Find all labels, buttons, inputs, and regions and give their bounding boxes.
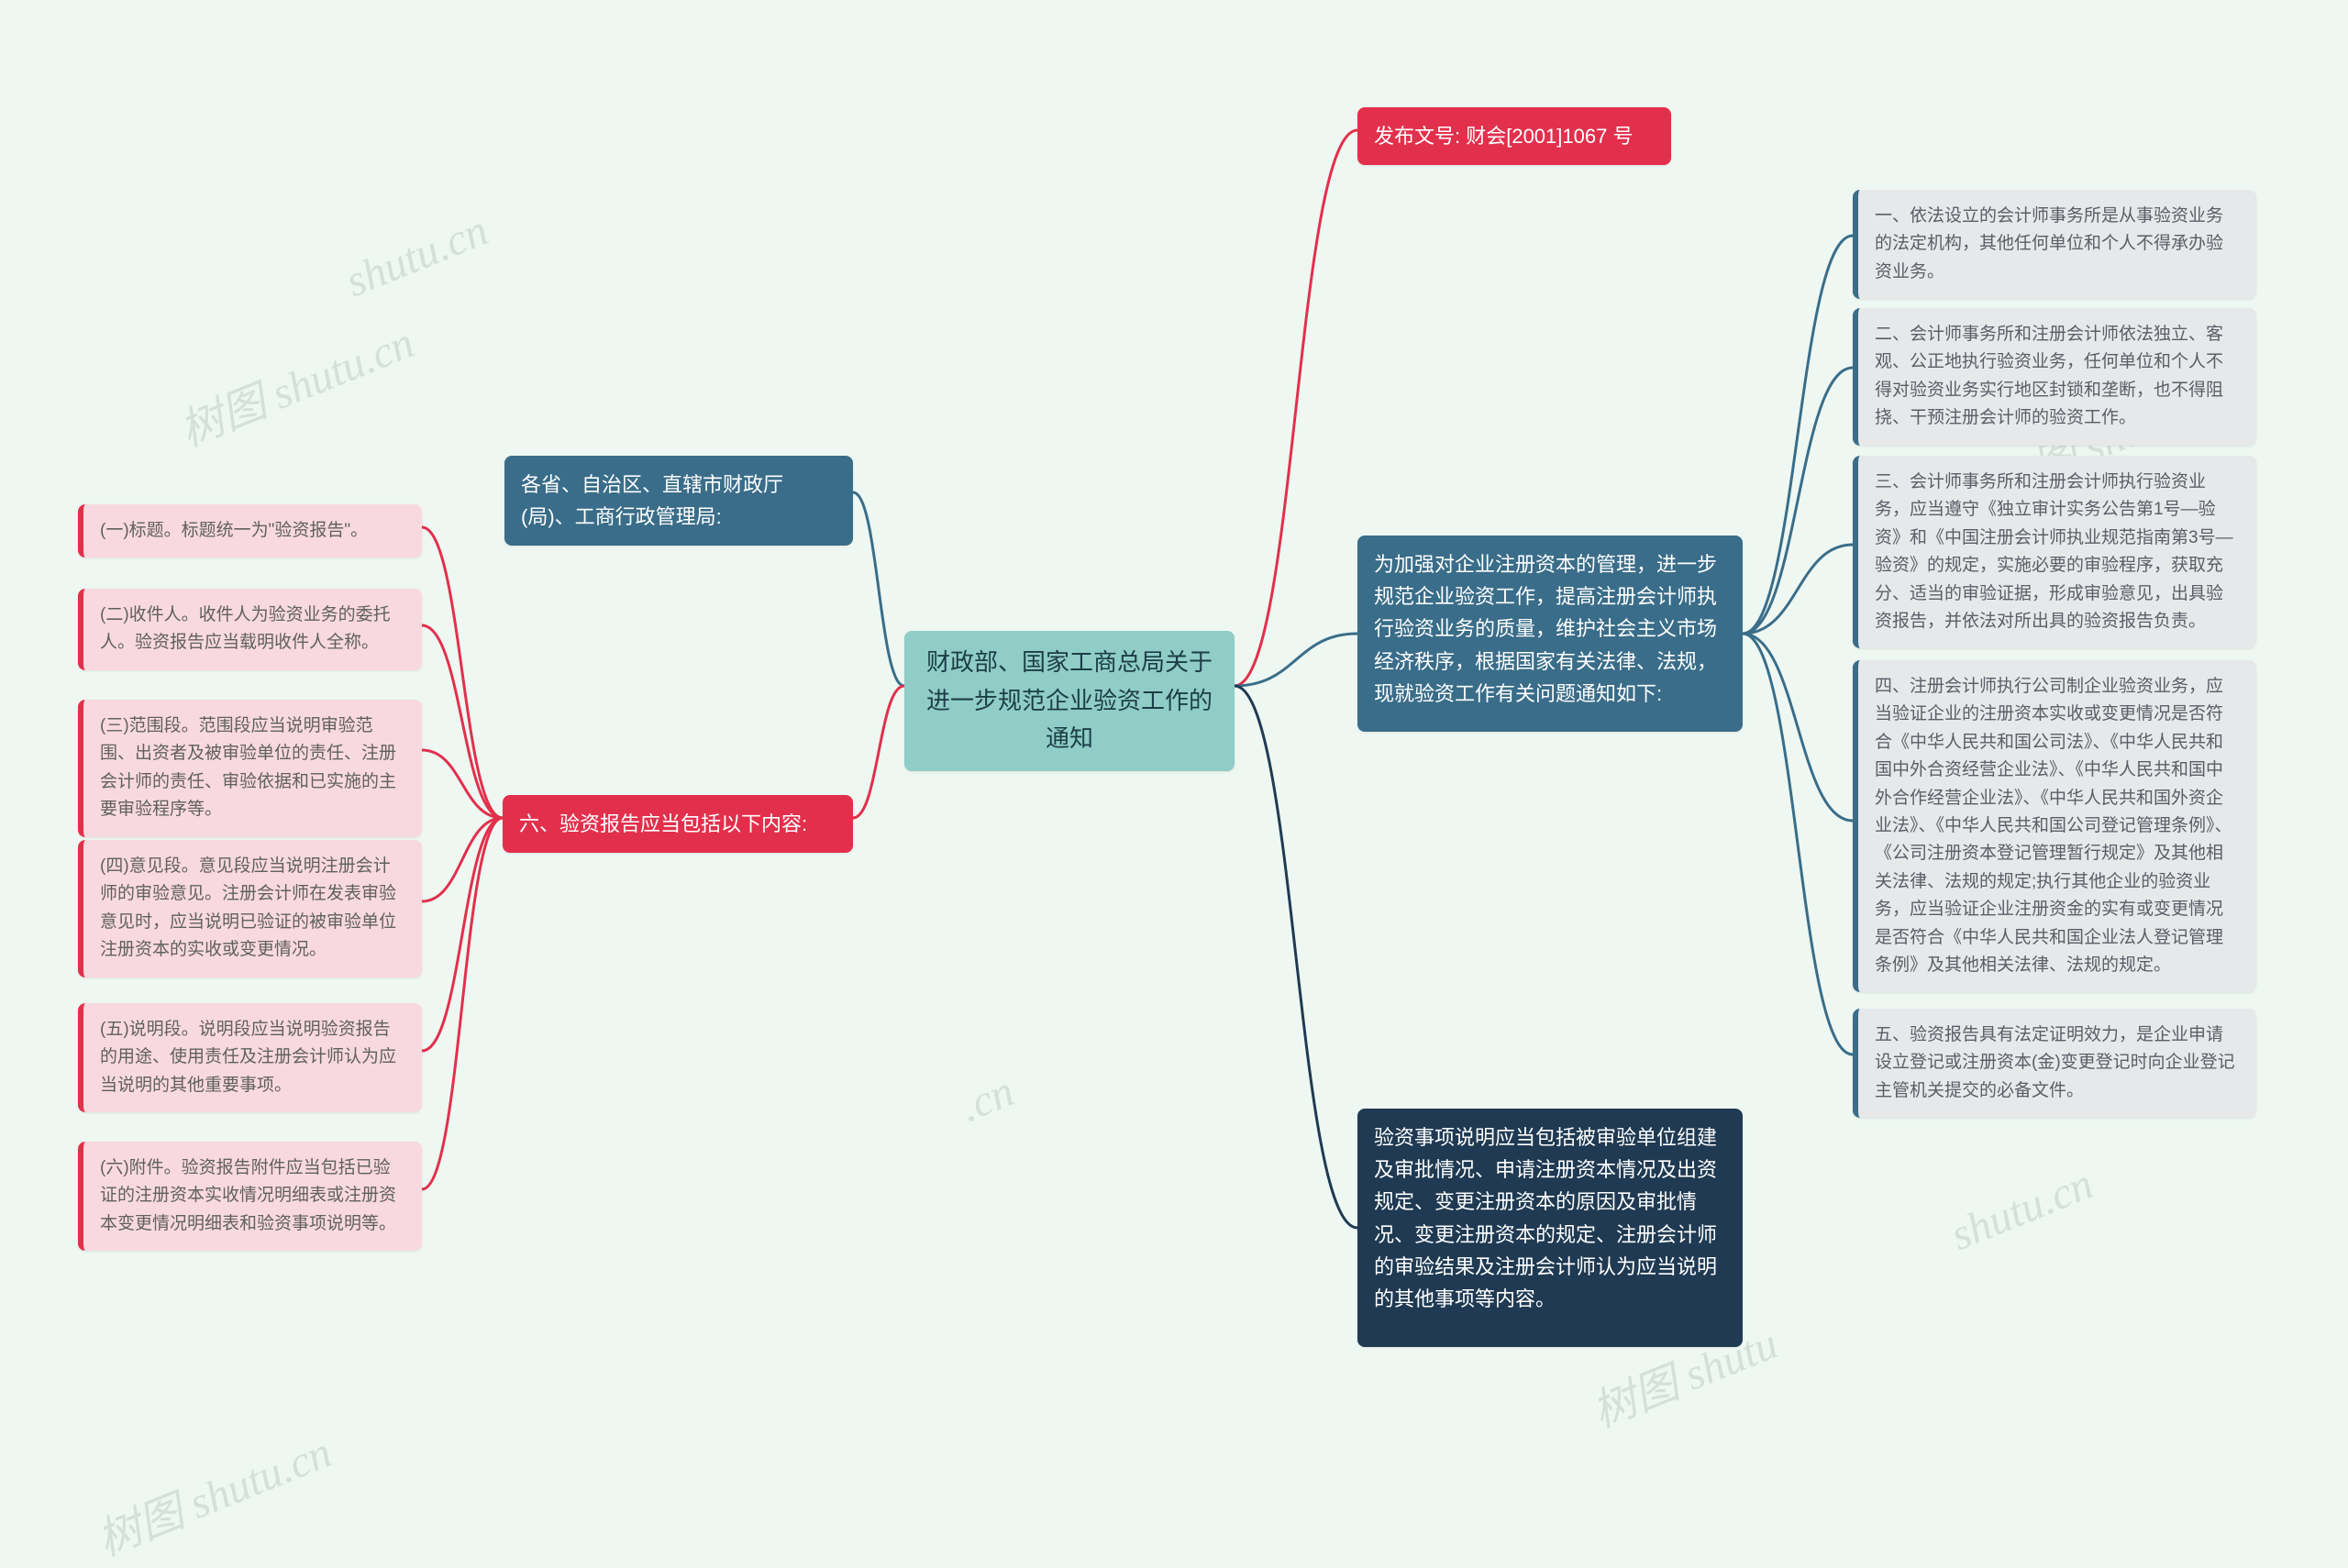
watermark: shutu.cn <box>1944 1159 2099 1261</box>
report-section-item-text: (三)范围段。范围段应当说明审验范围、出资者及被审验单位的责任、注册会计师的责任… <box>100 716 396 819</box>
connector <box>853 686 904 818</box>
connector <box>853 492 904 686</box>
watermark: shutu.cn <box>338 205 494 307</box>
connector <box>1743 545 1853 634</box>
connector <box>1743 634 1853 821</box>
report-section-item-text: (五)说明段。说明段应当说明验资报告的用途、使用责任及注册会计师认为应当说明的其… <box>100 1020 396 1095</box>
connector <box>422 750 503 818</box>
regulation-item-text: 二、会计师事务所和注册会计师依法独立、客观、公正地执行验资业务，任何单位和个人不… <box>1875 325 2223 427</box>
preamble-text: 为加强对企业注册资本的管理，进一步规范企业验资工作，提高注册会计师执行验资业务的… <box>1374 553 1717 705</box>
connector <box>1235 634 1357 686</box>
connector <box>422 625 503 818</box>
connector <box>422 818 503 901</box>
watermark: 树图 shutu.cn <box>169 306 422 458</box>
regulation-item-text: 一、依法设立的会计师事务所是从事验资业务的法定机构，其他任何单位和个人不得承办验… <box>1875 206 2223 282</box>
regulation-item-3[interactable]: 三、会计师事务所和注册会计师执行验资业务，应当遵守《独立审计实务公告第1号—验资… <box>1853 456 2256 648</box>
report-section-item-text: (二)收件人。收件人为验资业务的委托人。验资报告应当载明收件人全称。 <box>100 605 391 652</box>
regulation-item-5[interactable]: 五、验资报告具有法定证明效力，是企业申请设立登记或注册资本(金)变更登记时向企业… <box>1853 1009 2256 1118</box>
regulation-item-4[interactable]: 四、注册会计师执行公司制企业验资业务，应当验证企业的注册资本实收或变更情况是否符… <box>1853 660 2256 992</box>
report-section-item-text: (四)意见段。意见段应当说明注册会计师的审验意见。注册会计师在发表审验意见时，应… <box>100 856 396 959</box>
connector <box>1235 686 1357 1228</box>
watermark: .cn <box>953 1066 1021 1132</box>
report-section-item-1[interactable]: (一)标题。标题统一为"验资报告"。 <box>78 504 422 558</box>
regulation-item-text: 三、会计师事务所和注册会计师执行验资业务，应当遵守《独立审计实务公告第1号—验资… <box>1875 472 2233 631</box>
root-text: 财政部、国家工商总局关于进一步规范企业验资工作的通知 <box>926 648 1213 752</box>
report-contents-heading-text: 六、验资报告应当包括以下内容: <box>519 812 807 835</box>
root-node[interactable]: 财政部、国家工商总局关于进一步规范企业验资工作的通知 <box>904 631 1235 771</box>
report-contents-heading-node[interactable]: 六、验资报告应当包括以下内容: <box>503 795 853 853</box>
connector <box>1743 236 1853 634</box>
regulation-item-2[interactable]: 二、会计师事务所和注册会计师依法独立、客观、公正地执行验资业务，任何单位和个人不… <box>1853 308 2256 446</box>
connector <box>422 818 503 1189</box>
verification-items-text: 验资事项说明应当包括被审验单位组建及审批情况、申请注册资本情况及出资规定、变更注… <box>1374 1126 1717 1310</box>
addressee-text: 各省、自治区、直辖市财政厅(局)、工商行政管理局: <box>521 473 783 528</box>
report-section-item-6[interactable]: (六)附件。验资报告附件应当包括已验证的注册资本实收情况明细表或注册资本变更情况… <box>78 1142 422 1251</box>
connector <box>422 818 503 1051</box>
report-section-item-text: (六)附件。验资报告附件应当包括已验证的注册资本实收情况明细表或注册资本变更情况… <box>100 1158 396 1233</box>
connector <box>422 527 503 818</box>
report-section-item-5[interactable]: (五)说明段。说明段应当说明验资报告的用途、使用责任及注册会计师认为应当说明的其… <box>78 1003 422 1112</box>
verification-items-node[interactable]: 验资事项说明应当包括被审验单位组建及审批情况、申请注册资本情况及出资规定、变更注… <box>1357 1109 1743 1347</box>
connector <box>1743 368 1853 634</box>
connector <box>1235 130 1357 686</box>
watermark: 树图 shutu.cn <box>86 1416 339 1568</box>
regulation-item-text: 四、注册会计师执行公司制企业验资业务，应当验证企业的注册资本实收或变更情况是否符… <box>1875 677 2232 975</box>
preamble-node[interactable]: 为加强对企业注册资本的管理，进一步规范企业验资工作，提高注册会计师执行验资业务的… <box>1357 536 1743 732</box>
addressee-node[interactable]: 各省、自治区、直辖市财政厅(局)、工商行政管理局: <box>504 456 853 546</box>
report-section-item-text: (一)标题。标题统一为"验资报告"。 <box>100 521 368 540</box>
regulation-item-1[interactable]: 一、依法设立的会计师事务所是从事验资业务的法定机构，其他任何单位和个人不得承办验… <box>1853 190 2256 299</box>
regulation-item-text: 五、验资报告具有法定证明效力，是企业申请设立登记或注册资本(金)变更登记时向企业… <box>1875 1025 2235 1100</box>
doc-number-node[interactable]: 发布文号: 财会[2001]1067 号 <box>1357 107 1671 165</box>
report-section-item-4[interactable]: (四)意见段。意见段应当说明注册会计师的审验意见。注册会计师在发表审验意见时，应… <box>78 840 422 977</box>
report-section-item-3[interactable]: (三)范围段。范围段应当说明审验范围、出资者及被审验单位的责任、注册会计师的责任… <box>78 700 422 837</box>
report-section-item-2[interactable]: (二)收件人。收件人为验资业务的委托人。验资报告应当载明收件人全称。 <box>78 589 422 670</box>
connector <box>1743 634 1853 1055</box>
doc-number-text: 发布文号: 财会[2001]1067 号 <box>1374 125 1633 148</box>
